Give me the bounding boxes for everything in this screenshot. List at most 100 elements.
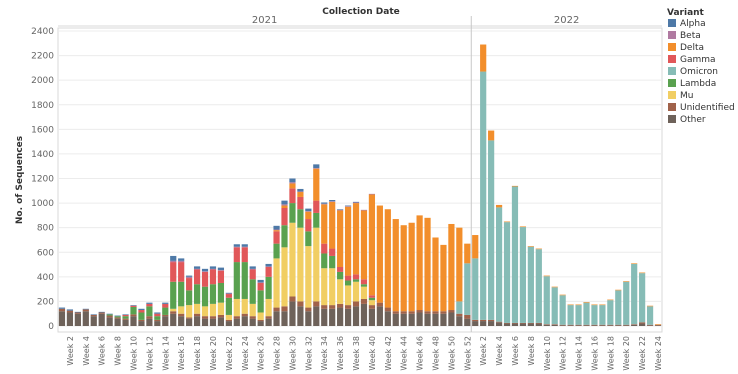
bar-segment-unidentified: [464, 314, 471, 319]
bar-segment-beta: [368, 193, 376, 195]
bar-segment-mu: [233, 298, 240, 317]
y-tick-label: 1000: [31, 199, 54, 209]
bar-segment-delta: [297, 192, 304, 197]
bar-segment-lambda: [289, 203, 296, 223]
bar-segment-gamma: [138, 310, 145, 313]
bar-segment-beta: [225, 293, 232, 295]
bar-segment-alpha: [82, 308, 89, 310]
bar-segment-delta: [329, 201, 336, 249]
bar-segment-unidentified: [281, 306, 288, 312]
bar-segment-alpha: [257, 279, 264, 283]
x-tick-label: Week 38: [352, 336, 361, 371]
bar-segment-unidentified: [233, 316, 240, 319]
legend: Variant Alpha Beta Delta Gamma Omicron Lambda…: [667, 8, 735, 125]
bar-segment-other: [225, 321, 232, 326]
bar-segment-delta: [432, 237, 439, 312]
bar-segment-gamma: [313, 200, 320, 213]
legend-label: Other: [680, 115, 706, 125]
bar-segment-alpha: [241, 244, 248, 247]
bar-segment-other: [233, 318, 240, 327]
y-tick-label: 800: [37, 224, 54, 234]
plot-frame: [57, 27, 663, 333]
bar-segment-other: [503, 323, 511, 326]
year-label: 2021: [252, 15, 277, 26]
bar-segment-gamma: [281, 208, 288, 226]
bar-segment-delta: [305, 211, 312, 220]
bar-segment-other: [321, 308, 328, 326]
bar-segment-alpha: [281, 200, 288, 205]
y-tick-label: 200: [37, 297, 54, 307]
bar-segment-lambda: [130, 306, 137, 315]
bar-segment-unidentified: [289, 296, 296, 302]
bar-segment-omicron: [456, 301, 463, 314]
bar-segment-beta: [193, 268, 201, 270]
bar-segment-other: [58, 311, 66, 326]
bar-segment-delta: [583, 302, 590, 303]
bar-segment-omicron: [631, 263, 638, 325]
bar-segment-omicron: [495, 207, 503, 322]
bar-segment-other: [646, 325, 654, 326]
bar-segment-lambda: [114, 316, 121, 318]
bar-segment-delta: [575, 304, 582, 306]
bar-segment-unidentified: [495, 321, 503, 323]
bar-segment-other: [82, 311, 89, 326]
x-tick-label: Week 8: [114, 336, 123, 366]
x-tick-label: Week 48: [432, 336, 441, 371]
bar-segment-other: [329, 308, 336, 326]
bar-segment-delta: [654, 324, 662, 325]
bar-segment-delta: [607, 299, 614, 301]
x-tick-label: Week 44: [400, 336, 409, 371]
bar-segment-unidentified: [639, 322, 646, 324]
bar-segment-mu: [225, 314, 232, 320]
bar-segment-mu: [193, 303, 201, 314]
bar-segment-omicron: [503, 222, 511, 323]
bar-segment-unidentified: [82, 309, 89, 312]
bar-segment-lambda: [209, 284, 217, 304]
x-tick-label: Week 22: [638, 336, 647, 371]
y-tick-label: 2000: [31, 76, 54, 86]
bar-segment-alpha: [321, 202, 328, 204]
bar-segment-lambda: [154, 316, 161, 320]
bar-segment-lambda: [233, 262, 240, 299]
bar-segment-other: [575, 325, 582, 326]
bar-segment-unidentified: [654, 324, 662, 326]
bar-segment-other: [456, 316, 463, 326]
legend-label: Unidentified: [680, 103, 735, 113]
bar-segment-unidentified: [384, 307, 391, 312]
bar-segment-gamma: [257, 282, 264, 291]
y-tick-label: 1800: [31, 101, 54, 111]
bar-segment-mu: [360, 286, 368, 299]
bar-segment-delta: [646, 305, 654, 307]
legend-label: Delta: [680, 43, 704, 53]
bar-segment-alpha: [114, 315, 121, 317]
bar-segment-gamma: [305, 219, 312, 232]
bar-segment-beta: [337, 209, 344, 211]
bar-segment-alpha: [313, 164, 320, 169]
bar-segment-unidentified: [511, 322, 519, 324]
year-labels: 2021 2022: [58, 15, 662, 332]
bar-segment-unidentified: [74, 312, 81, 314]
bar-segment-unidentified: [344, 305, 352, 309]
bar-segment-other: [297, 306, 304, 326]
bar-segment-alpha: [66, 309, 74, 311]
bar-segment-delta: [527, 246, 534, 247]
bar-segment-alpha: [201, 268, 209, 272]
bar-segment-lambda: [138, 312, 145, 320]
bar-segment-gamma: [154, 313, 161, 317]
bar-segment-lambda: [122, 316, 129, 319]
bar-segment-unidentified: [130, 314, 137, 317]
bar-segment-other: [146, 318, 153, 327]
legend-label: Omicron: [680, 67, 718, 77]
bar-segment-delta: [321, 204, 328, 244]
bar-segment-alpha: [90, 314, 97, 315]
bar-segment-delta: [400, 225, 407, 312]
bar-segment-unidentified: [360, 298, 368, 304]
bar-segment-beta: [329, 201, 336, 202]
x-tick-label: Week 32: [304, 336, 313, 371]
bar-segment-other: [352, 306, 360, 326]
bar-segment-delta: [360, 210, 368, 280]
bar-segment-gamma: [186, 278, 193, 291]
legend-label: Beta: [680, 31, 701, 41]
x-tick-label: Week 10: [130, 336, 139, 371]
bar-segment-delta: [416, 215, 423, 311]
